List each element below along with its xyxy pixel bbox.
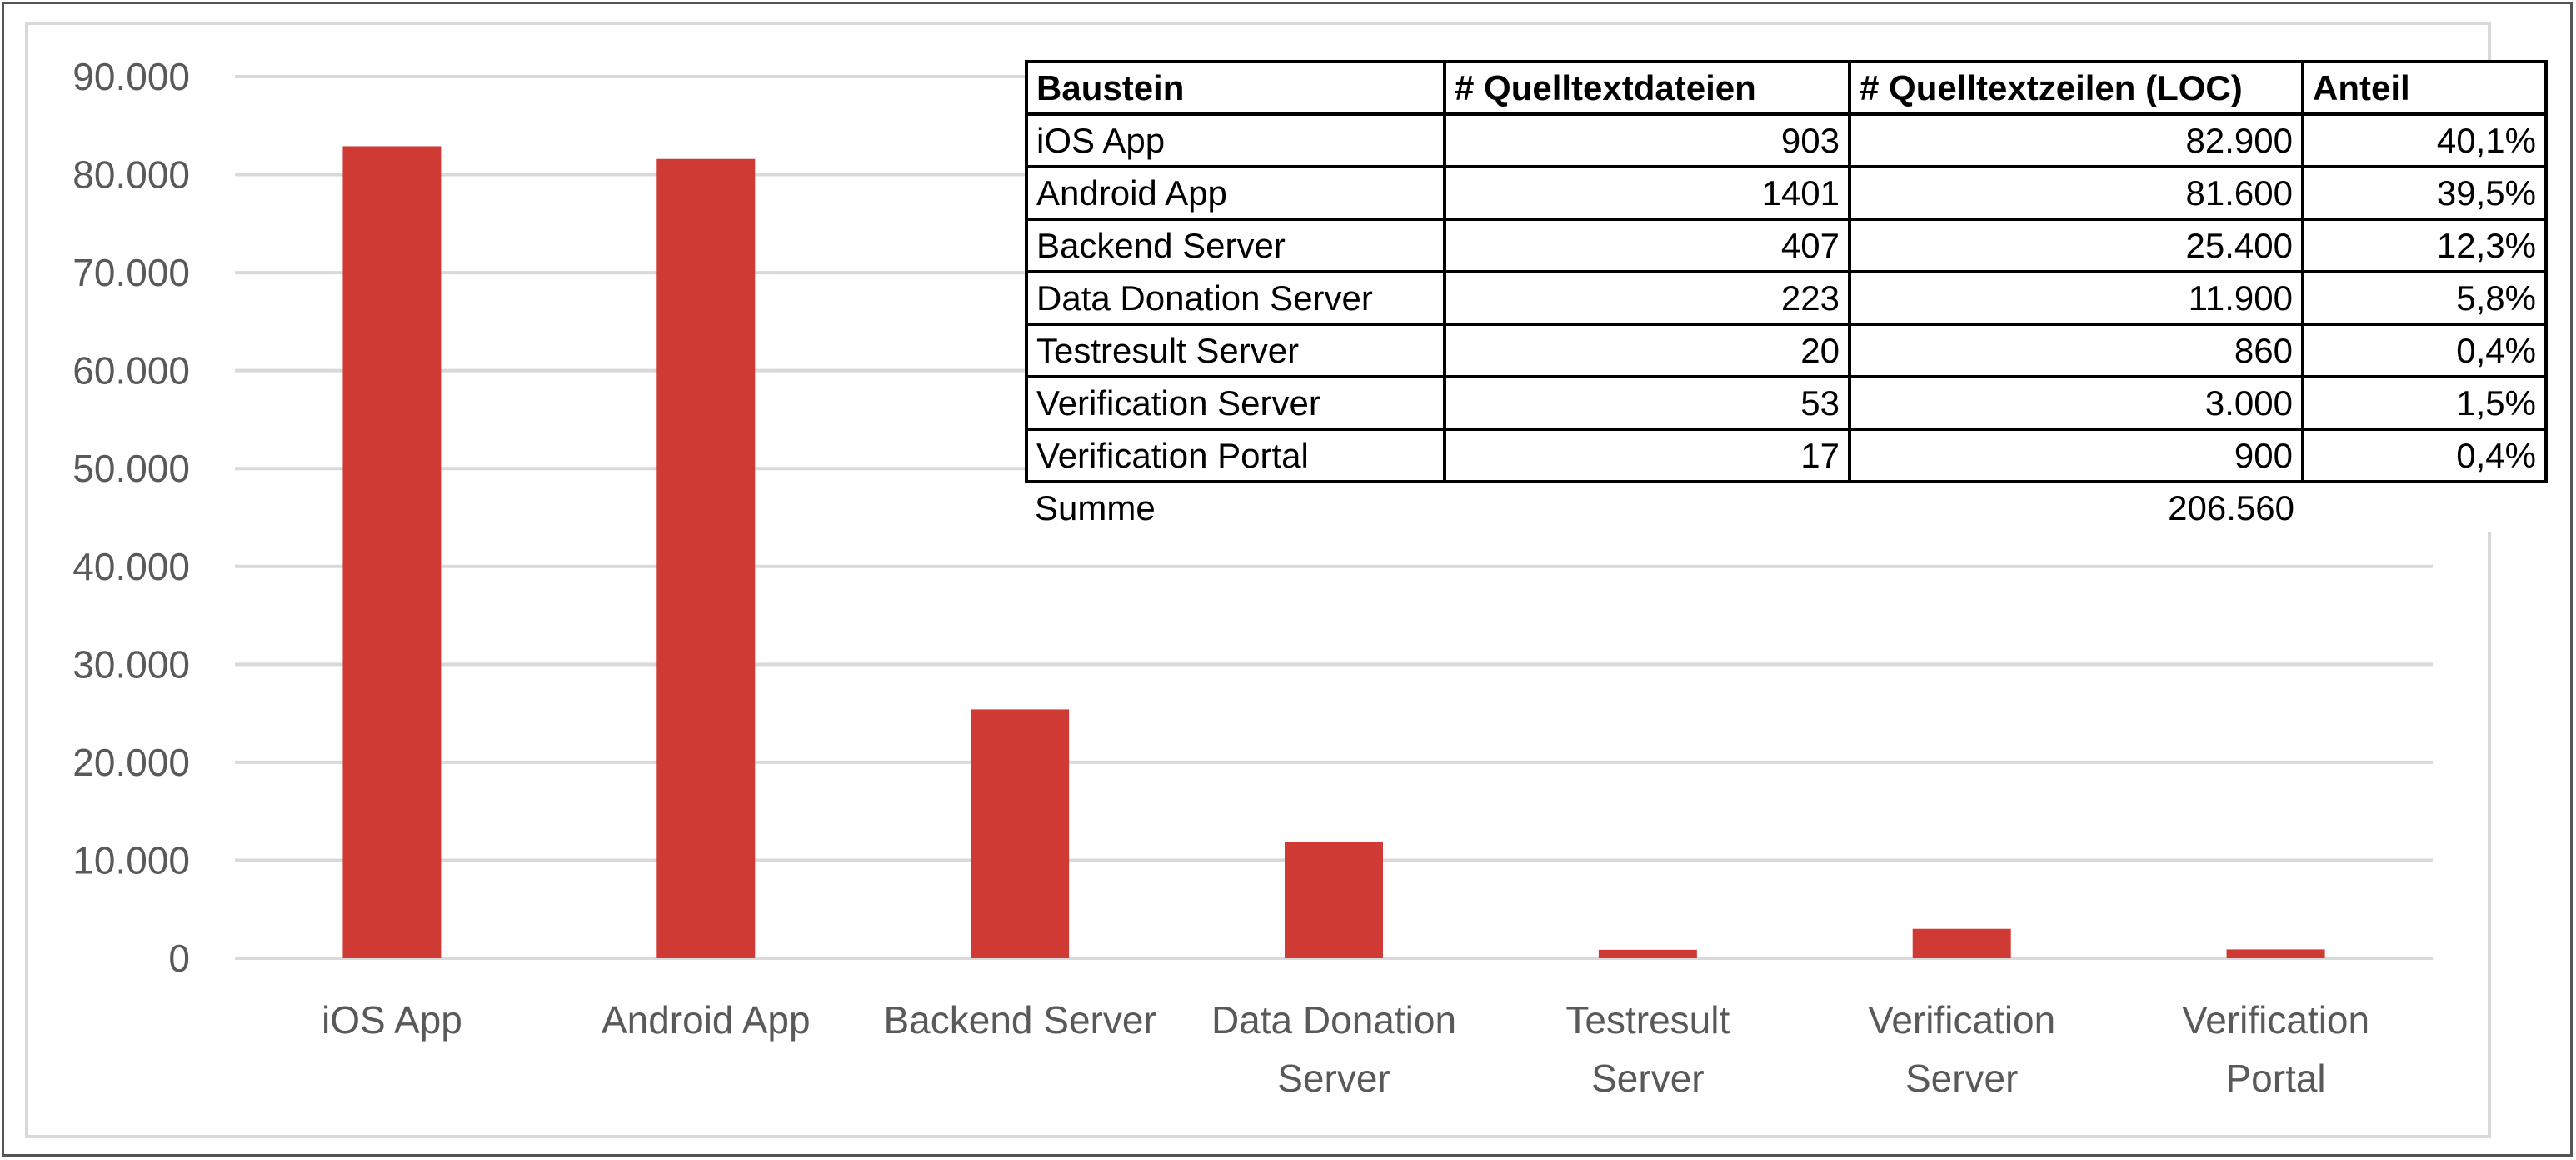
y-tick-label: 60.000 — [72, 349, 190, 392]
header-baustein: Baustein — [1025, 60, 1446, 116]
y-tick-label: 0 — [168, 937, 190, 980]
table-cell: Testresult Server — [1025, 322, 1446, 378]
bar — [1912, 928, 2011, 958]
table-cell: Android App — [1025, 165, 1446, 221]
table-header-row: Baustein # Quelltextdateien # Quelltextz… — [1025, 60, 2548, 116]
table-cell: Backend Server — [1025, 218, 1446, 273]
x-tick-label: Verification Portal — [2182, 998, 2369, 1100]
table-cell: 25.400 — [1848, 218, 2304, 273]
table-cell: 1,5% — [2301, 375, 2548, 431]
bar — [656, 158, 756, 958]
table-cell: 860 — [1848, 322, 2304, 378]
x-tick-label: Backend Server — [884, 998, 1156, 1042]
table-row: iOS App 903 82.900 40,1% — [1025, 112, 2548, 168]
bar — [971, 709, 1070, 958]
bar — [2226, 949, 2325, 958]
sum-empty-cell — [2303, 482, 2546, 532]
y-tick-label: 10.000 — [72, 838, 190, 882]
table-body: iOS App 903 82.900 40,1% Android App 1401 81.6… — [1025, 112, 2548, 532]
y-tick-label: 80.000 — [72, 153, 190, 197]
chart-frame — [25, 22, 2491, 1138]
x-tick-label: iOS App — [322, 998, 462, 1042]
table-cell: 900 — [1848, 428, 2304, 483]
x-tick-label: Testresult Server — [1565, 998, 1730, 1100]
table-cell: 12,3% — [2301, 218, 2548, 273]
bar — [1285, 842, 1383, 958]
table-row: Data Donation Server 223 11.900 5,8% — [1025, 270, 2548, 326]
y-axis-tick-labels: 0 10.000 20.000 30.000 40.000 50.000 60.000 70.… — [72, 55, 190, 980]
table-cell: 3.000 — [1848, 375, 2304, 431]
y-tick-label: 90.000 — [72, 55, 190, 98]
table-cell: iOS App — [1025, 112, 1446, 168]
bar — [342, 146, 442, 958]
y-tick-label: 70.000 — [72, 251, 190, 294]
sum-empty-cell — [1445, 482, 1850, 532]
table-cell: 903 — [1443, 112, 1851, 168]
y-tick-label: 30.000 — [72, 642, 190, 686]
table-cell: 11.900 — [1848, 270, 2304, 326]
table-cell: 20 — [1443, 322, 1851, 378]
table-cell: 81.600 — [1848, 165, 2304, 221]
bar — [1598, 949, 1697, 958]
table-cell: 223 — [1443, 270, 1851, 326]
table-row: Verification Portal 17 900 0,4% — [1025, 428, 2548, 483]
table-row: Android App 1401 81.600 39,5% — [1025, 165, 2548, 221]
x-tick-label: Data Donation Server — [1211, 998, 1456, 1100]
x-tick-label: Android App — [602, 998, 811, 1042]
table-row: Testresult Server 20 860 0,4% — [1025, 322, 2548, 378]
table-cell: 407 — [1443, 218, 1851, 273]
header-anteil: Anteil — [2301, 60, 2548, 116]
sum-value: 206.560 — [2168, 488, 2294, 528]
sum-label: Summe — [1035, 488, 1156, 528]
table-cell: 82.900 — [1848, 112, 2304, 168]
table-cell: 39,5% — [2301, 165, 2548, 221]
header-quelltextzeilen: # Quelltextzeilen (LOC) — [1848, 60, 2304, 116]
y-tick-label: 40.000 — [72, 545, 190, 588]
table-cell: 17 — [1443, 428, 1851, 483]
table-cell: 40,1% — [2301, 112, 2548, 168]
table-cell: 5,8% — [2301, 270, 2548, 326]
loc-table: Baustein # Quelltextdateien # Quelltextz… — [1025, 60, 2548, 532]
sum-row: Summe 206.560 — [1026, 482, 2546, 532]
y-tick-label: 50.000 — [72, 447, 190, 490]
table-cell: Verification Server — [1025, 375, 1446, 431]
header-quelltextdateien: # Quelltextdateien — [1443, 60, 1851, 116]
table-cell: 53 — [1443, 375, 1851, 431]
table-cell: 0,4% — [2301, 428, 2548, 483]
y-tick-label: 20.000 — [72, 741, 190, 784]
table-cell: Verification Portal — [1025, 428, 1446, 483]
table-cell: Data Donation Server — [1025, 270, 1446, 326]
bars — [342, 146, 2325, 958]
x-tick-label: Verification Server — [1868, 998, 2055, 1100]
table-cell: 0,4% — [2301, 322, 2548, 378]
table-row: Backend Server 407 25.400 12,3% — [1025, 218, 2548, 273]
x-axis-tick-labels: iOS App Android App Backend Server Data Don… — [322, 998, 2369, 1100]
table-row: Verification Server 53 3.000 1,5% — [1025, 375, 2548, 431]
table-cell: 1401 — [1443, 165, 1851, 221]
